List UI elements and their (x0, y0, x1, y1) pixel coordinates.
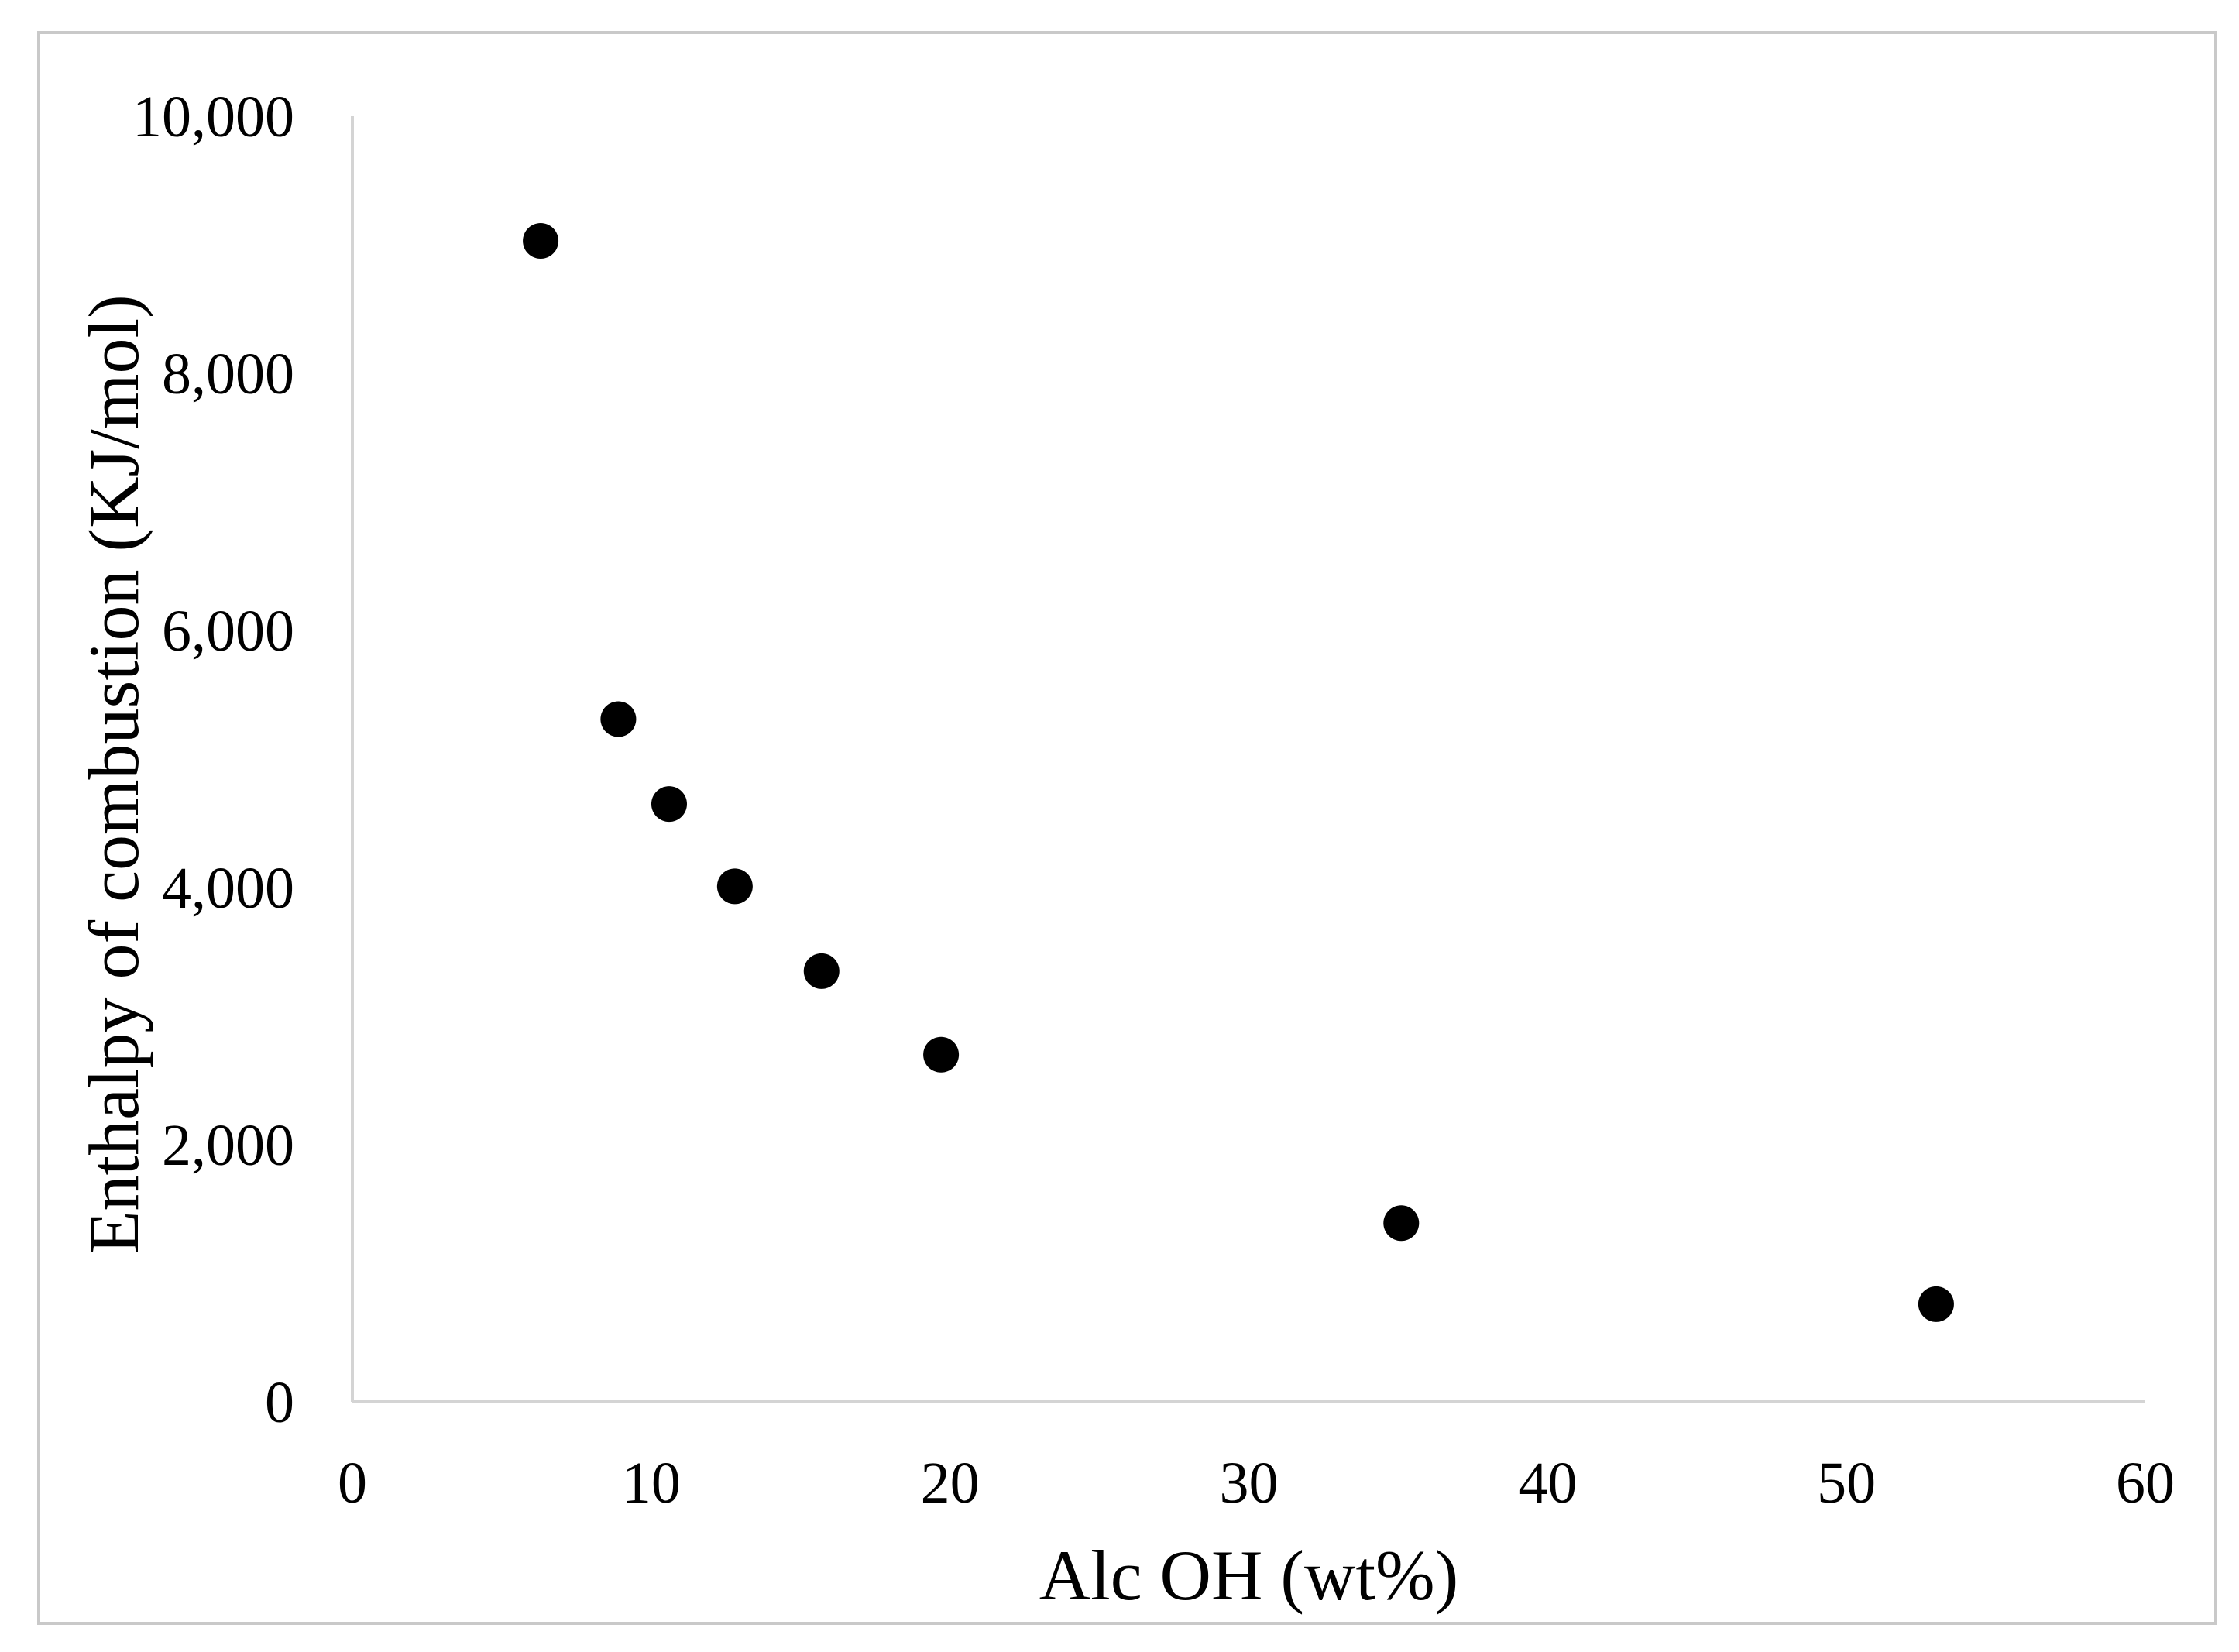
y-tick-label: 0 (265, 1370, 294, 1435)
y-tick-label: 6,000 (162, 599, 294, 664)
data-point (923, 1036, 960, 1073)
data-point (600, 701, 637, 737)
data-point (651, 786, 687, 823)
x-tick-label: 0 (338, 1451, 367, 1516)
data-point (523, 223, 559, 259)
y-tick-label: 2,000 (162, 1113, 294, 1178)
chart-frame (37, 31, 2217, 1625)
data-points (523, 223, 1954, 1322)
x-tick-label: 10 (622, 1451, 681, 1516)
y-tick-label: 8,000 (162, 342, 294, 407)
x-tick-label: 60 (2116, 1451, 2175, 1516)
data-point (1918, 1286, 1954, 1322)
x-tick-labels: 0 10 20 30 40 50 60 (338, 1451, 2175, 1516)
data-point (716, 868, 753, 905)
y-tick-labels: 0 2,000 4,000 6,000 8,000 10,000 (132, 84, 294, 1435)
x-tick-label: 20 (921, 1451, 980, 1516)
data-point (803, 953, 840, 989)
data-point (1383, 1205, 1420, 1242)
y-axis-title: Enthalpy of combustion (KJ/mol) (74, 294, 153, 1254)
y-tick-label: 4,000 (162, 856, 294, 921)
x-axis-title: Alc OH (wt%) (1039, 1536, 1459, 1615)
x-tick-label: 40 (1518, 1451, 1577, 1516)
x-tick-label: 50 (1817, 1451, 1876, 1516)
axes (351, 116, 2145, 1403)
y-tick-label: 10,000 (132, 84, 294, 149)
x-tick-label: 30 (1220, 1451, 1279, 1516)
